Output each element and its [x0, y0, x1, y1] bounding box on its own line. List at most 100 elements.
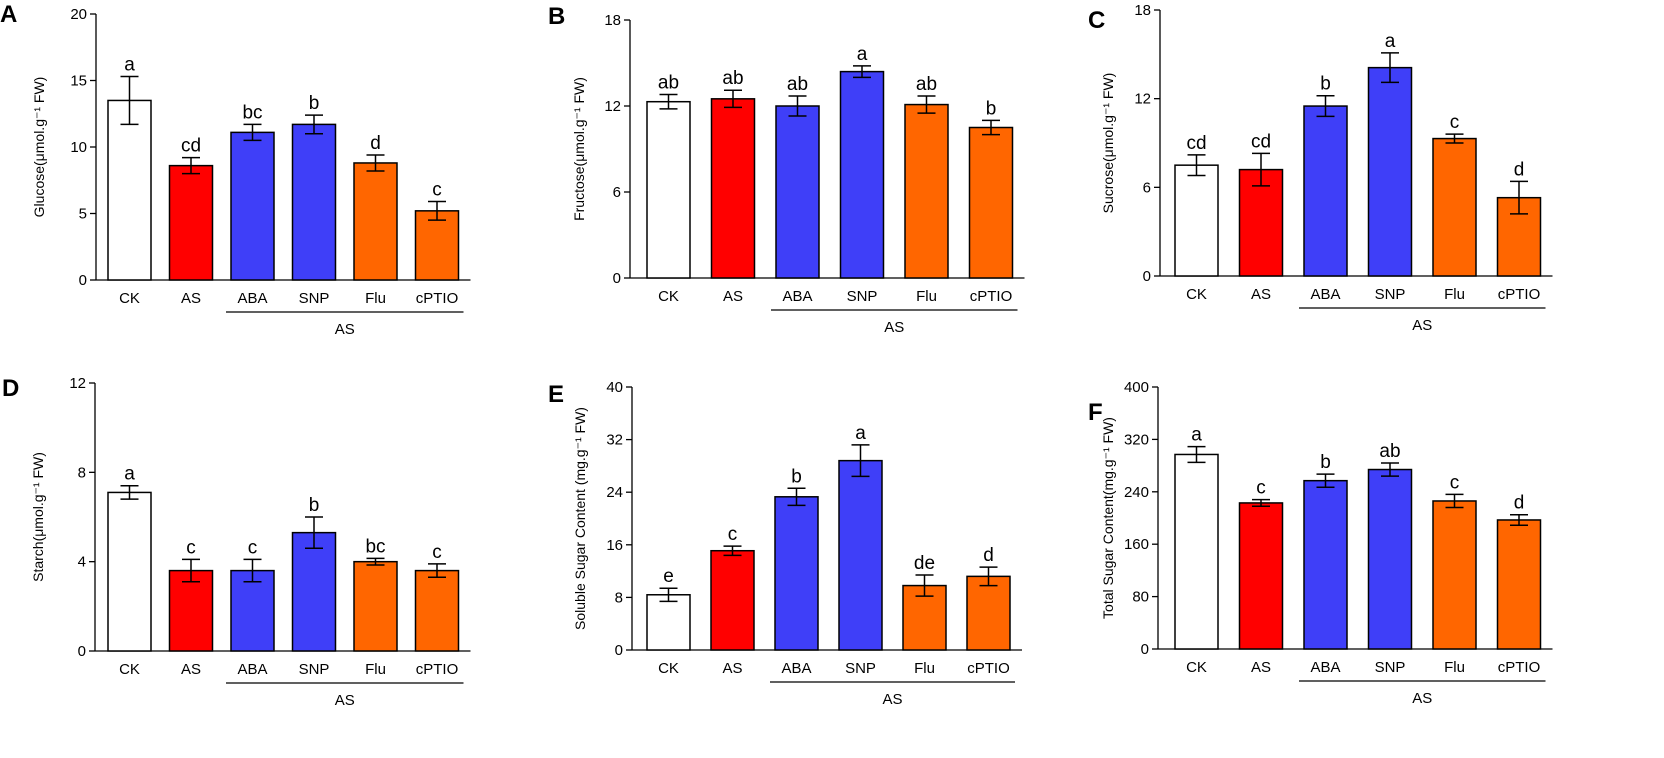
y-tick-label: 8: [615, 589, 623, 606]
bar-flu: [1432, 137, 1477, 277]
category-label: cPTIO: [416, 661, 459, 678]
y-tick-label: 18: [604, 12, 621, 29]
bar-ck: [107, 99, 152, 281]
category-label: cPTIO: [1498, 659, 1541, 676]
significance-label: de: [914, 553, 935, 574]
y-tick-label: 0: [613, 270, 621, 287]
bar-ck: [1174, 453, 1219, 650]
category-label: CK: [658, 288, 679, 305]
panel-f: F 0 80 160 240 320 400 Total Sugar Content(mg.g…: [1088, 379, 1553, 707]
significance-label: cd: [1251, 131, 1271, 152]
y-tick-label: 40: [606, 379, 623, 396]
y-tick-label: 20: [70, 6, 87, 23]
y-tick-label: 32: [606, 432, 623, 449]
category-label: Flu: [365, 661, 386, 678]
significance-label: d: [1514, 493, 1525, 514]
panel-letter: B: [548, 3, 565, 30]
significance-label: d: [370, 133, 381, 154]
significance-label: c: [1256, 478, 1266, 499]
panel-d: D 0 4 8 12 Starch(μmol.g⁻¹ FW) a CK c AS c ABA b SNP b…: [2, 375, 471, 709]
bar-cptio: [414, 569, 460, 652]
y-axis-label: Total Sugar Content(mg.g⁻¹ FW): [1100, 417, 1116, 619]
category-label: ABA: [781, 660, 811, 677]
significance-label: c: [432, 180, 442, 201]
category-label: CK: [1186, 659, 1207, 676]
y-tick-label: 4: [78, 554, 86, 571]
significance-label: a: [1385, 31, 1396, 52]
significance-label: ab: [787, 74, 808, 95]
category-label: ABA: [782, 288, 812, 305]
category-label: SNP: [299, 290, 330, 307]
significance-label: bc: [242, 102, 262, 123]
category-label: CK: [119, 661, 140, 678]
significance-label: c: [728, 524, 738, 545]
panel-e: E 0 8 16 24 32 40 Soluble Sugar Content (mg.g⁻¹…: [548, 379, 1022, 708]
bar-ck: [1174, 164, 1219, 277]
category-label: SNP: [847, 288, 878, 305]
y-tick-label: 24: [606, 484, 623, 501]
category-label: Flu: [916, 288, 937, 305]
bar-snp: [291, 123, 337, 281]
category-label: Flu: [1444, 286, 1465, 303]
significance-label: a: [124, 55, 135, 76]
y-tick-label: 0: [615, 642, 623, 659]
bar-aba: [1303, 105, 1348, 277]
significance-label: a: [124, 464, 135, 485]
significance-label: ab: [1379, 441, 1400, 462]
significance-label: d: [1514, 159, 1525, 180]
significance-label: e: [663, 566, 674, 587]
bar-aba: [230, 569, 275, 652]
bar-snp: [1367, 66, 1413, 277]
y-axis-label: Glucose(μmol.g⁻¹ FW): [31, 77, 47, 218]
y-tick-label: 5: [79, 206, 87, 223]
bar-flu: [353, 162, 398, 281]
y-tick-label: 80: [1132, 589, 1149, 606]
category-label: cPTIO: [416, 290, 459, 307]
y-tick-label: 400: [1124, 379, 1149, 396]
category-label: ABA: [1310, 286, 1340, 303]
significance-label: cd: [1186, 133, 1206, 154]
group-label: AS: [882, 691, 902, 708]
y-axis-label: Soluble Sugar Content (mg.g⁻¹ FW): [572, 407, 588, 630]
bar-ck: [646, 100, 691, 279]
bar-as: [168, 569, 214, 652]
y-tick-label: 16: [606, 537, 623, 554]
significance-label: ab: [658, 73, 679, 94]
y-tick-label: 160: [1124, 536, 1149, 553]
significance-label: b: [1320, 74, 1331, 95]
bar-aba: [1303, 479, 1348, 650]
category-label: CK: [658, 660, 679, 677]
significance-label: c: [248, 537, 258, 558]
bar-snp: [1367, 468, 1413, 650]
category-label: ABA: [1310, 659, 1340, 676]
significance-label: b: [791, 466, 802, 487]
significance-label: b: [309, 495, 320, 516]
category-label: ABA: [237, 290, 267, 307]
category-label: cPTIO: [1498, 286, 1541, 303]
y-tick-label: 12: [604, 98, 621, 115]
y-tick-label: 0: [1141, 641, 1149, 658]
y-tick-label: 18: [1134, 2, 1151, 19]
bar-as: [1238, 502, 1284, 650]
y-axis-label: Starch(μmol.g⁻¹ FW): [30, 452, 46, 582]
y-tick-label: 8: [78, 464, 86, 481]
y-axis-label: Fructose(μmol.g⁻¹ FW): [571, 77, 587, 221]
y-tick-label: 12: [69, 375, 86, 392]
bar-snp: [291, 531, 337, 652]
bar-snp: [839, 70, 885, 279]
significance-label: ab: [722, 68, 743, 89]
y-axis-label: Sucrose(μmol.g⁻¹ FW): [1100, 73, 1116, 214]
y-tick-label: 15: [70, 73, 87, 90]
bar-cptio: [414, 210, 460, 281]
bar-as: [710, 98, 756, 279]
bar-as: [1238, 168, 1284, 277]
category-label: AS: [1251, 286, 1271, 303]
group-label: AS: [1412, 690, 1432, 707]
bar-aba: [775, 105, 820, 279]
bar-as: [710, 549, 755, 651]
panel-letter: D: [2, 375, 19, 402]
category-label: SNP: [1375, 286, 1406, 303]
